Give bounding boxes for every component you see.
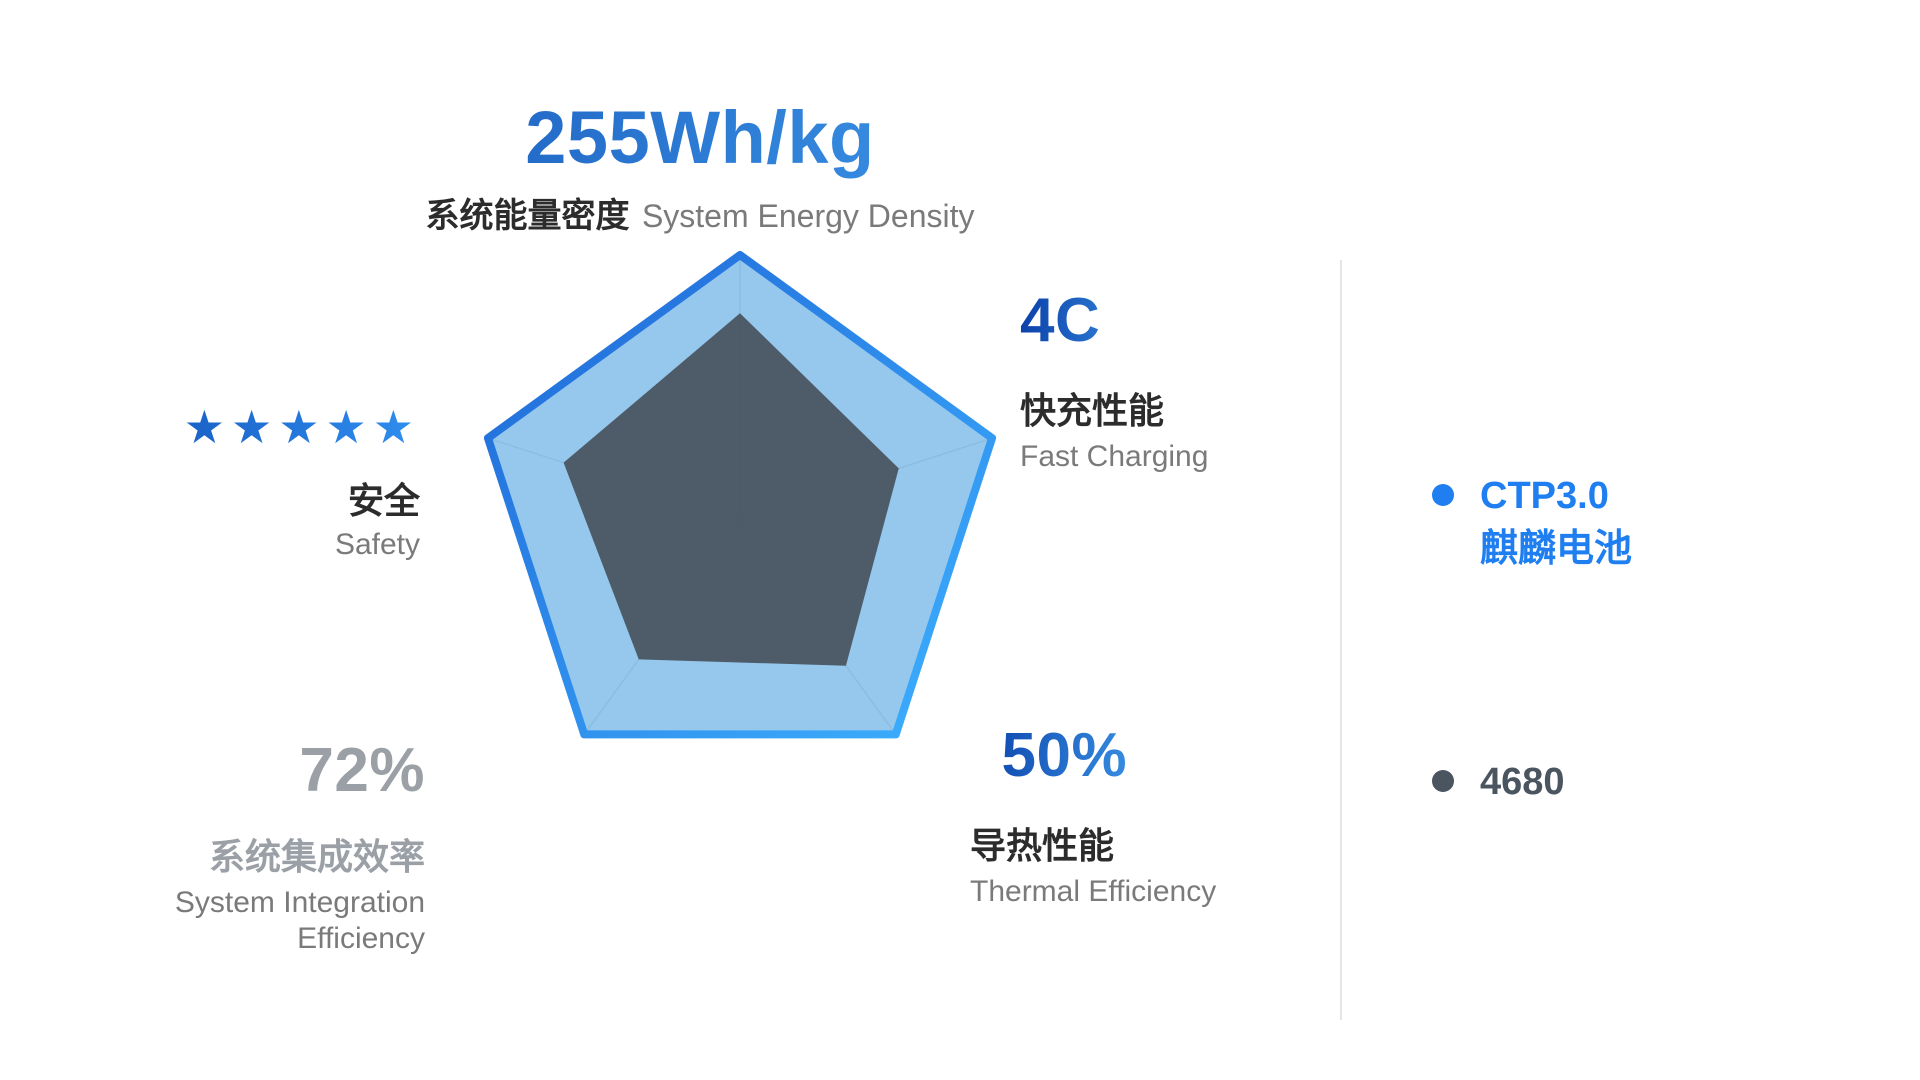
metric-system-integration: 72% 系统集成效率 System Integration Efficiency (0, 735, 425, 956)
legend-ctp-line1: CTP3.0 (1480, 470, 1632, 523)
metric-thermal-label-en: Thermal Efficiency (970, 875, 1216, 909)
metric-thermal-efficiency: ↑50% 导热性能 Thermal Efficiency (970, 720, 1216, 909)
radar-chart (470, 220, 1010, 810)
arrow-up-icon: ↑ (970, 717, 1002, 788)
metric-safety-label-en: Safety (0, 528, 420, 562)
legend-ctp-line2: 麒麟电池 (1480, 523, 1632, 576)
metric-system-integration-label-en-2: Efficiency (0, 922, 425, 956)
legend-4680-line1: 4680 (1480, 756, 1565, 809)
metric-system-integration-label-en-1: System Integration (0, 886, 425, 920)
metric-thermal-value-text: 50% (1002, 721, 1128, 790)
metric-fast-charging-value: 4C (1020, 285, 1208, 356)
chart-area: 255Wh/kg 系统能量密度 System Energy Density 4C… (0, 0, 1400, 1080)
legend-item-4680: 4680 (1432, 756, 1770, 809)
legend-text-4680: 4680 (1480, 756, 1565, 809)
metric-energy-density-value: 255Wh/kg (0, 95, 1400, 180)
metric-fast-charging: 4C 快充性能 Fast Charging (1020, 285, 1208, 474)
metric-fast-charging-label-cn: 快充性能 (1020, 382, 1208, 434)
legend: CTP3.0 麒麟电池 4680 (1340, 260, 1770, 1020)
metric-thermal-label-cn: 导热性能 (970, 817, 1216, 869)
metric-thermal-efficiency-value: ↑50% (970, 720, 1216, 791)
metric-safety-stars: ★★★★★ (0, 400, 420, 454)
legend-bullet-icon (1432, 484, 1454, 506)
legend-text-ctp: CTP3.0 麒麟电池 (1480, 470, 1632, 576)
metric-safety: ★★★★★ 安全 Safety (0, 400, 420, 562)
legend-item-ctp: CTP3.0 麒麟电池 (1432, 470, 1770, 576)
metric-energy-density-label-en: System Energy Density (642, 198, 975, 234)
metric-system-integration-label-cn: 系统集成效率 (0, 828, 425, 880)
metric-fast-charging-label-en: Fast Charging (1020, 440, 1208, 474)
metric-system-integration-value: 72% (0, 735, 425, 806)
metric-energy-density-label-cn: 系统能量密度 (425, 197, 629, 235)
legend-bullet-icon (1432, 770, 1454, 792)
metric-safety-label-cn: 安全 (0, 472, 420, 524)
metric-energy-density: 255Wh/kg 系统能量密度 System Energy Density (0, 95, 1400, 237)
